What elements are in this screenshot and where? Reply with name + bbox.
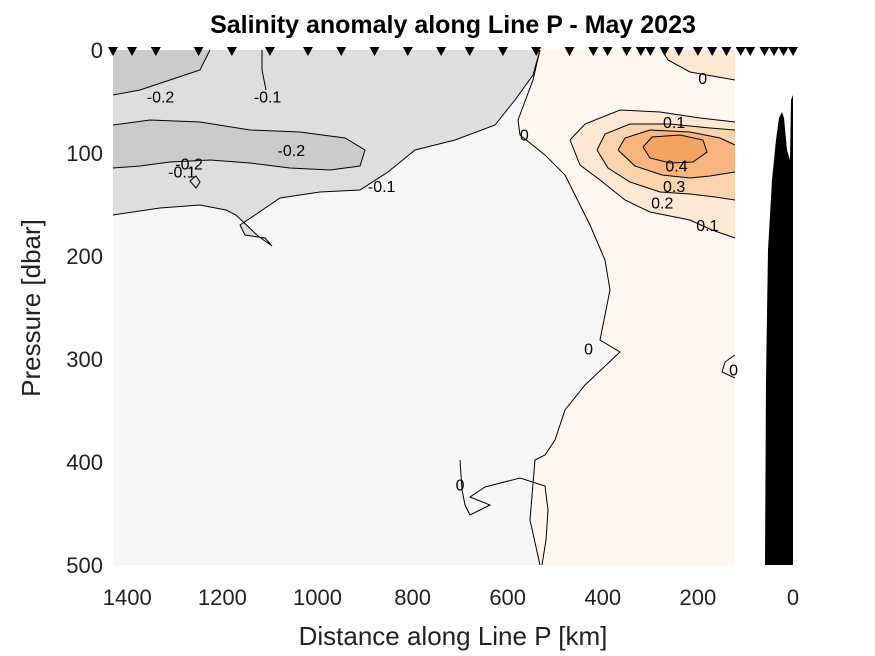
station-marker xyxy=(226,47,237,56)
contour-labels: -0.2 -0.1-0.2-0.2-0.1-0.1000.10.40.30.20.… xyxy=(147,71,738,495)
station-marker xyxy=(745,47,756,56)
station-marker xyxy=(621,47,632,56)
station-marker xyxy=(635,47,646,56)
chart-title: Salinity anomaly along Line P - May 2023 xyxy=(210,11,696,39)
y-axis-label: Pressure [dbar] xyxy=(16,219,46,397)
contour-neg-0-1 xyxy=(113,50,541,247)
contour-label: 0 xyxy=(698,71,707,88)
field-anomaly-0-1-surface xyxy=(662,50,735,80)
station-marker xyxy=(673,47,684,56)
station-marker xyxy=(531,47,542,56)
station-marker xyxy=(788,47,798,56)
contour-neg-0-2-top xyxy=(113,50,211,96)
plot-area xyxy=(113,50,793,565)
contour-label: 0.1 xyxy=(663,115,685,132)
station-marker xyxy=(150,47,161,56)
station-marker xyxy=(302,47,313,56)
y-tick-label: 400 xyxy=(66,450,103,475)
station-marker xyxy=(108,47,118,56)
station-marker xyxy=(436,47,447,56)
station-marker xyxy=(602,47,613,56)
station-marker xyxy=(336,47,347,56)
contour-label: 0 xyxy=(729,362,738,379)
station-marker xyxy=(369,47,380,56)
x-tick-label: 1000 xyxy=(293,585,342,610)
contour-label: 0 xyxy=(456,478,465,495)
y-tick-label: 100 xyxy=(66,141,103,166)
x-tick-label: 400 xyxy=(584,585,621,610)
contour-small-loop xyxy=(189,175,201,189)
contour-label: 0.1 xyxy=(696,218,718,235)
contour-neg-0-2-mid xyxy=(113,119,366,171)
contour-0-3 xyxy=(617,129,736,179)
contour-zero-main xyxy=(517,50,621,565)
station-marker xyxy=(692,47,703,56)
contour-label: 0 xyxy=(584,342,593,359)
x-tick-label: 200 xyxy=(680,585,717,610)
contour-label: 0.2 xyxy=(651,195,673,212)
y-tick-label: 0 xyxy=(91,38,103,63)
station-marker xyxy=(778,47,789,56)
contour-label: -0.1 xyxy=(254,89,282,106)
contour-label: -0.2 xyxy=(278,143,306,160)
contour-label: -0.1 xyxy=(368,179,396,196)
station-marker xyxy=(193,47,204,56)
x-axis-ticks: 1400 1200 1000 800 600 400 200 0 xyxy=(103,585,799,610)
y-tick-label: 500 xyxy=(66,553,103,578)
contour-label: -0.1 xyxy=(168,165,196,182)
contour-0-2 xyxy=(596,123,736,201)
x-tick-label: 0 xyxy=(787,585,799,610)
station-marker xyxy=(768,47,779,56)
field-anomaly-0-4 xyxy=(643,135,707,163)
station-markers xyxy=(108,47,798,56)
station-marker xyxy=(402,47,413,56)
station-marker xyxy=(588,47,599,56)
x-axis-label: Distance along Line P [km] xyxy=(299,621,608,651)
station-marker xyxy=(707,47,718,56)
contour-label: 0.4 xyxy=(665,158,687,175)
contour-label: -0.2 xyxy=(147,89,175,106)
y-tick-label: 300 xyxy=(66,347,103,372)
station-marker xyxy=(127,47,138,56)
station-marker xyxy=(735,47,746,56)
contour-0-4 xyxy=(642,134,708,164)
contour-label: -0.2 xyxy=(175,156,203,173)
station-marker xyxy=(721,47,732,56)
contour-label: 0.3 xyxy=(663,179,685,196)
station-marker xyxy=(759,47,770,56)
station-marker xyxy=(497,47,508,56)
y-tick-label: 200 xyxy=(66,244,103,269)
station-marker xyxy=(659,47,670,56)
contour-label: 0 xyxy=(520,127,529,144)
y-axis-ticks: 0 100 200 300 400 500 xyxy=(66,38,103,578)
x-tick-label: 1200 xyxy=(198,585,247,610)
station-marker xyxy=(564,47,575,56)
field-anomaly-neg-0-2 xyxy=(113,50,210,95)
contour-zero-south xyxy=(459,459,549,565)
station-marker xyxy=(464,47,475,56)
x-tick-label: 1400 xyxy=(103,585,152,610)
contour-zero-deep-east xyxy=(721,354,736,379)
station-marker xyxy=(645,47,656,56)
bathymetry-seafloor xyxy=(765,95,793,565)
contour-0-1 xyxy=(569,109,736,239)
x-tick-label: 600 xyxy=(489,585,526,610)
x-tick-label: 800 xyxy=(394,585,431,610)
station-marker xyxy=(264,47,275,56)
contour-neg-0-1-column xyxy=(261,50,267,91)
